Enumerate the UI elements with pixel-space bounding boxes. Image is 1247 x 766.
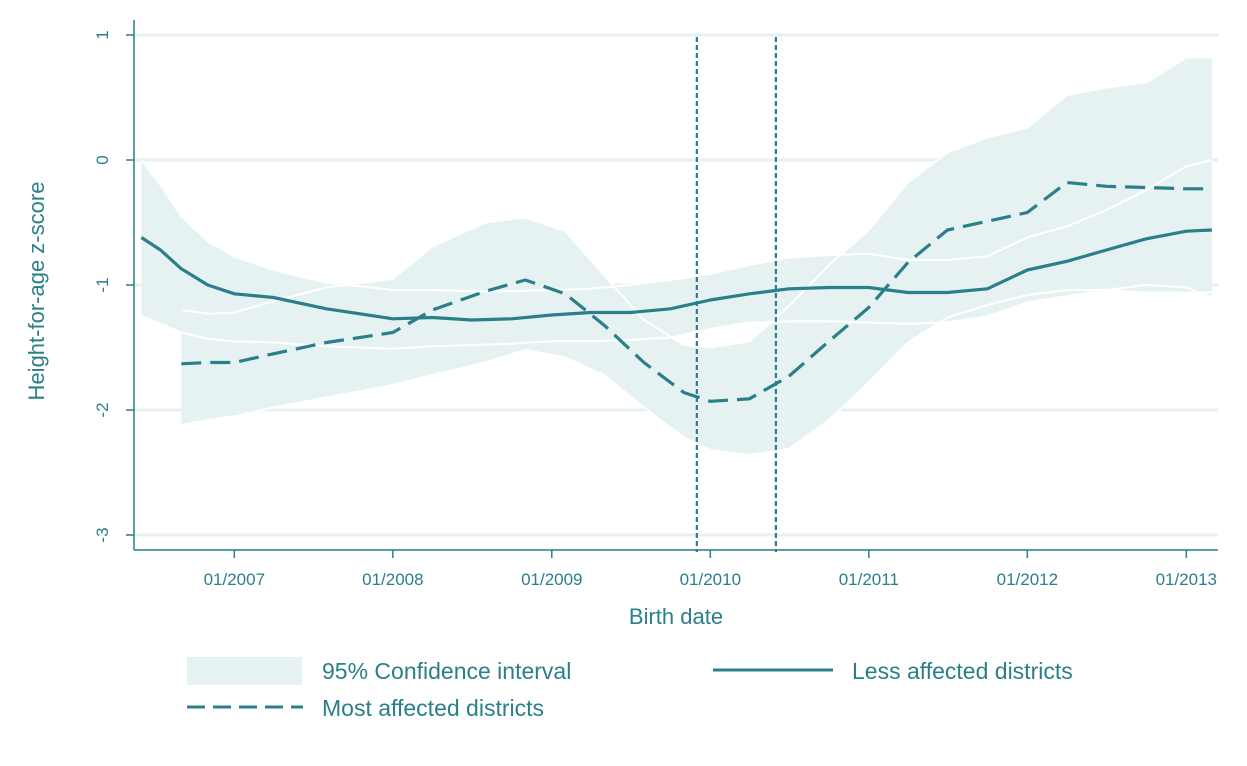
ci-edge-less-upper xyxy=(140,159,1213,293)
x-tick-label: 01/2012 xyxy=(997,570,1058,589)
legend-less-label: Less affected districts xyxy=(852,658,1073,684)
x-tick-label: 01/2010 xyxy=(680,570,741,589)
legend-most-label: Most affected districts xyxy=(322,695,544,721)
y-tick-label: -1 xyxy=(93,277,112,292)
x-tick-label: 01/2009 xyxy=(521,570,582,589)
y-tick-label: -3 xyxy=(93,527,112,542)
y-axis-ticks: -3 -2 -1 0 1 xyxy=(93,30,134,543)
x-axis-title: Birth date xyxy=(629,604,723,629)
legend: 95% Confidence interval Less affected di… xyxy=(187,657,1073,721)
legend-ci-swatch xyxy=(187,657,302,685)
y-tick-label: 1 xyxy=(93,30,112,39)
x-tick-label: 01/2008 xyxy=(362,570,423,589)
ci-band-most xyxy=(181,57,1212,455)
confidence-bands xyxy=(140,56,1213,457)
ci-edge-most-lower xyxy=(181,289,1212,457)
series-line-less-affected xyxy=(140,228,1212,322)
legend-ci-label: 95% Confidence interval xyxy=(322,658,571,684)
x-tick-label: 01/2011 xyxy=(839,570,899,589)
y-tick-label: 0 xyxy=(93,155,112,164)
reference-lines xyxy=(695,37,777,552)
y-tick-label: -2 xyxy=(93,402,112,417)
x-axis-ticks: 01/2007 01/2008 01/2009 01/2010 01/2011 01/20… xyxy=(204,550,1217,589)
series-line-most-affected xyxy=(181,180,1212,403)
y-axis-title: Height-for-age z-score xyxy=(24,182,49,401)
ci-edge-most-upper xyxy=(181,56,1212,349)
series-lines xyxy=(140,180,1212,403)
x-tick-label: 01/2007 xyxy=(204,570,265,589)
x-tick-label: 01/2013 xyxy=(1156,570,1217,589)
